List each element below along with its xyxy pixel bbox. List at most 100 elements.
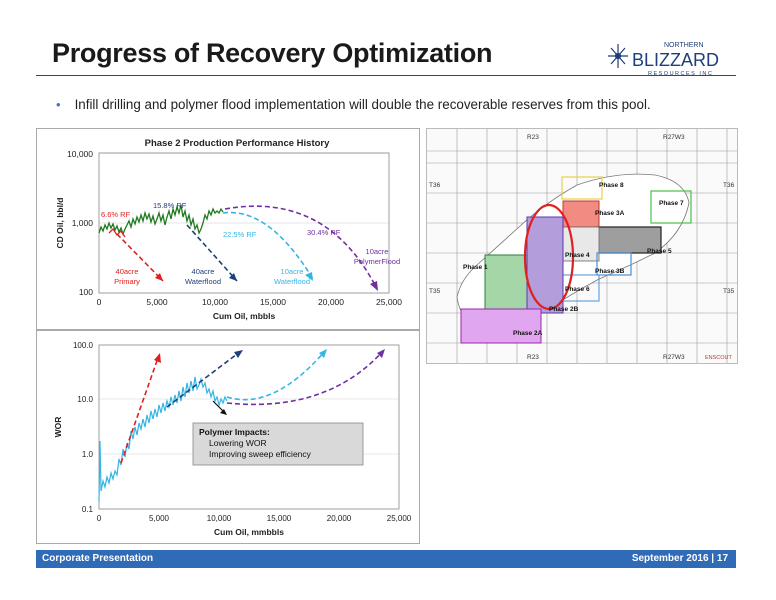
phase-label: Phase 6 bbox=[565, 286, 590, 293]
title-divider bbox=[36, 75, 736, 76]
x-tick: 25,000 bbox=[387, 514, 412, 523]
callout-line: Lowering WOR bbox=[209, 438, 267, 448]
phase-label: Phase 4 bbox=[565, 252, 590, 259]
polymer-arrowhead bbox=[370, 281, 378, 291]
infill-arrowhead bbox=[305, 272, 313, 281]
phase-2b-area bbox=[526, 216, 564, 314]
wor-chart: 100.0 10.0 1.0 0.1 0 5,000 10,000 15,000… bbox=[36, 330, 420, 544]
phase-label: Phase 3A bbox=[595, 210, 625, 217]
y-tick: 100 bbox=[79, 287, 93, 297]
footer-right-text: September 2016 | 17 bbox=[631, 553, 728, 564]
bullet-icon: • bbox=[56, 97, 61, 112]
waterflood-forecast-arrow bbox=[186, 224, 238, 282]
primary-segment-line bbox=[108, 227, 126, 238]
red-arrowhead bbox=[154, 353, 161, 363]
waterflood-arrowhead bbox=[229, 273, 237, 281]
infill-waterflood-forecast-arrow bbox=[222, 211, 314, 280]
primary-forecast-arrow bbox=[116, 233, 164, 282]
y-tick: 0.1 bbox=[82, 505, 94, 514]
x-tick: 15,000 bbox=[260, 297, 286, 307]
x-axis-label: Cum Oil, mmbbls bbox=[214, 527, 284, 537]
company-logo: NORTHERN BLIZZARD RESOURCES INC bbox=[608, 42, 719, 77]
bullet-text: Infill drilling and polymer flood implem… bbox=[74, 97, 651, 112]
purple-arrowhead bbox=[377, 349, 385, 358]
snowflake-icon bbox=[608, 44, 628, 68]
callout-pointer-arrowhead bbox=[220, 409, 227, 415]
scenario-label: Waterflood bbox=[185, 277, 221, 286]
map-brand: ENSCOUT bbox=[705, 355, 733, 361]
cyan-arrowhead bbox=[319, 349, 327, 358]
x-tick: 15,000 bbox=[267, 514, 292, 523]
logo-line2: BLIZZARD bbox=[632, 50, 719, 70]
wor-series-line bbox=[98, 376, 228, 502]
bullet-point: • Infill drilling and polymer flood imple… bbox=[56, 97, 651, 112]
x-tick: 5,000 bbox=[146, 297, 168, 307]
scenario-label: Waterflood bbox=[274, 277, 310, 286]
phase-3a-area bbox=[562, 200, 600, 228]
primary-arrowhead bbox=[155, 273, 163, 281]
scenario-label: PolymerFlood bbox=[354, 257, 400, 266]
y-tick: 100.0 bbox=[73, 341, 94, 350]
phase-label: Phase 2B bbox=[549, 306, 579, 313]
range-label: R27W3 bbox=[663, 354, 685, 361]
x-tick: 5,000 bbox=[149, 514, 170, 523]
phase-8-area bbox=[561, 176, 603, 200]
range-label: R23 bbox=[527, 134, 539, 141]
range-label: R27W3 bbox=[663, 134, 685, 141]
phase-label: Phase 3B bbox=[595, 268, 625, 275]
rf-label: 15.8% RF bbox=[153, 201, 187, 210]
y-axis-label: CD Oil, bbl/d bbox=[55, 198, 65, 249]
phase-label: Phase 1 bbox=[463, 264, 488, 271]
scenario-label: 10acre bbox=[366, 247, 389, 256]
scenario-label: Primary bbox=[114, 277, 140, 286]
phase-label: Phase 7 bbox=[659, 200, 684, 207]
phase-label: Phase 5 bbox=[647, 248, 672, 255]
polymer-forecast-arrow bbox=[224, 205, 378, 290]
range-label: R23 bbox=[527, 354, 539, 361]
y-tick: 1,000 bbox=[72, 218, 94, 228]
logo-line3: RESOURCES INC bbox=[648, 71, 713, 77]
rf-label: 30.4% RF bbox=[307, 228, 341, 237]
scenario-label: 40acre bbox=[192, 267, 215, 276]
rf-label: 6.6% RF bbox=[101, 210, 131, 219]
township-label: T35 bbox=[723, 288, 735, 295]
township-label: T36 bbox=[723, 182, 735, 189]
footer-left-text: Corporate Presentation bbox=[42, 553, 154, 564]
phase-1-area bbox=[484, 254, 530, 314]
x-tick: 10,000 bbox=[202, 297, 228, 307]
production-series-line bbox=[98, 204, 224, 236]
x-tick: 0 bbox=[97, 514, 102, 523]
x-axis-label: Cum Oil, mbbls bbox=[213, 311, 276, 321]
township-label: T36 bbox=[429, 182, 441, 189]
callout-title: Polymer Impacts: bbox=[199, 427, 270, 437]
x-tick: 10,000 bbox=[207, 514, 232, 523]
y-axis-label: WOR bbox=[53, 417, 63, 438]
phase-label: Phase 8 bbox=[599, 182, 624, 189]
focus-highlight-ellipse bbox=[523, 203, 575, 311]
y-tick: 1.0 bbox=[82, 450, 94, 459]
x-tick: 20,000 bbox=[327, 514, 352, 523]
y-tick: 10,000 bbox=[67, 149, 93, 159]
slide-title: Progress of Recovery Optimization bbox=[52, 38, 493, 68]
y-tick: 10.0 bbox=[77, 395, 93, 404]
polymer-impacts-callout: Polymer Impacts: Lowering WOR Improving … bbox=[192, 422, 364, 466]
x-tick: 0 bbox=[97, 297, 102, 307]
x-tick: 25,000 bbox=[376, 297, 402, 307]
township-label: T35 bbox=[429, 288, 441, 295]
phase-5-area bbox=[596, 226, 662, 254]
logo-line1: NORTHERN bbox=[664, 42, 704, 49]
phase-7-area bbox=[650, 190, 692, 224]
production-history-chart: Phase 2 Production Performance History 1… bbox=[36, 128, 420, 330]
scenario-label: 10acre bbox=[281, 267, 304, 276]
phase-label: Phase 2A bbox=[513, 330, 543, 337]
x-tick: 20,000 bbox=[318, 297, 344, 307]
red-trend-arrow bbox=[120, 354, 160, 464]
phase-map: R23 R27W3 R23 R27W3 T36 T36 T35 T35 Phas… bbox=[426, 128, 738, 364]
phase-2a-area bbox=[460, 308, 542, 344]
chart-title: Phase 2 Production Performance History bbox=[145, 138, 330, 149]
rf-label: 22.5% RF bbox=[223, 230, 257, 239]
navy-arrowhead bbox=[234, 350, 243, 358]
purple-trend-arrow bbox=[226, 350, 384, 406]
phase-3b-area bbox=[596, 252, 632, 276]
cyan-trend-arrow bbox=[226, 350, 326, 401]
